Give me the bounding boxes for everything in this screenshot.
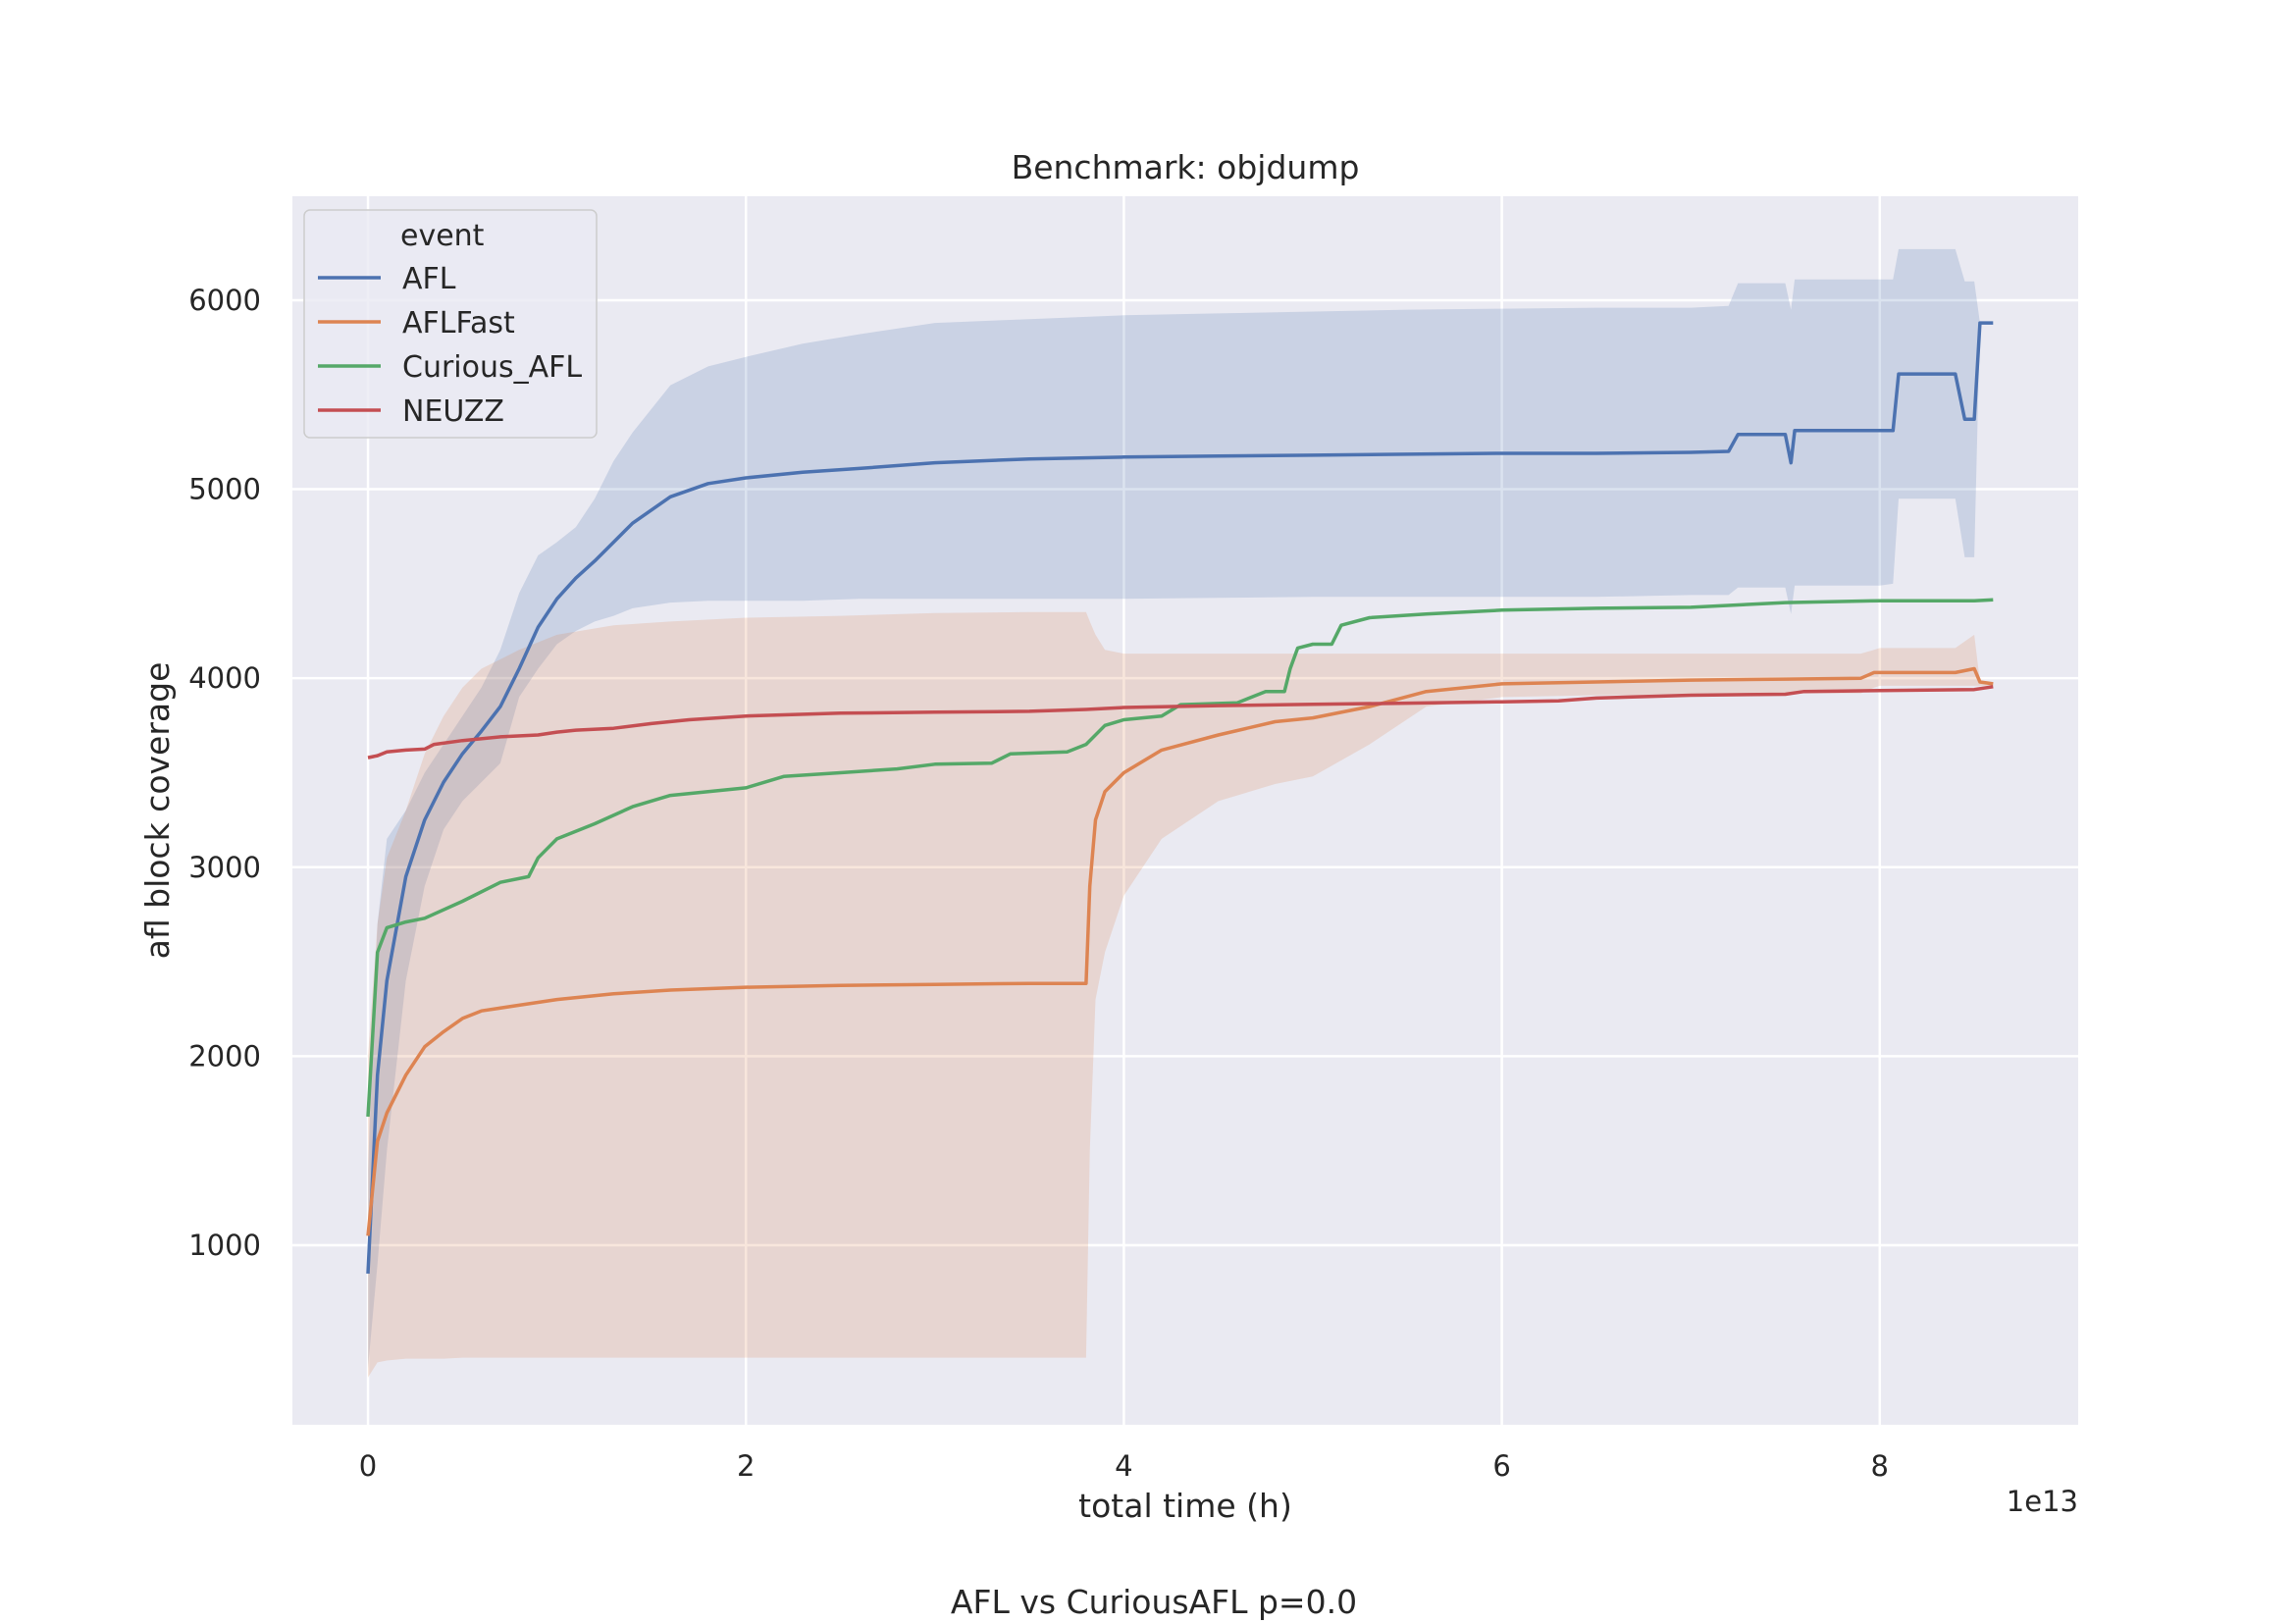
- legend: event AFL AFLFast Curious_AFL NEUZZ: [303, 209, 598, 439]
- y-axis-label: afl block coverage: [138, 662, 177, 960]
- y-tick-label: 2000: [188, 1039, 261, 1073]
- legend-entry-aflfast: AFLFast: [402, 306, 515, 340]
- y-tick-label: 6000: [188, 284, 261, 317]
- x-axis-ticks: 0 2 4 6 8: [359, 1449, 1889, 1483]
- legend-entry-curious-afl: Curious_AFL: [402, 350, 582, 385]
- x-tick-label: 8: [1871, 1449, 1889, 1483]
- y-tick-label: 5000: [188, 473, 261, 506]
- confidence-band-aflfast: [368, 611, 1994, 1378]
- y-axis-ticks: 1000 2000 3000 4000 5000 6000: [188, 284, 261, 1262]
- confidence-bands: [368, 248, 1994, 1378]
- confidence-band-afl: [368, 248, 1994, 1369]
- y-tick-label: 1000: [188, 1229, 261, 1262]
- y-tick-label: 4000: [188, 661, 261, 695]
- y-tick-label: 3000: [188, 851, 261, 884]
- legend-entry-afl: AFL: [402, 262, 456, 296]
- x-axis-label: total time (h): [1078, 1487, 1292, 1525]
- series-line-curious-afl: [366, 598, 1994, 1118]
- legend-entry-neuzz: NEUZZ: [402, 394, 504, 429]
- legend-box: [303, 209, 598, 439]
- x-tick-label: 4: [1115, 1449, 1132, 1483]
- chart-title: Benchmark: objdump: [1012, 148, 1360, 186]
- footer-text: AFL vs CuriousAFL p=0.0: [951, 1583, 1357, 1621]
- legend-title: event: [400, 219, 485, 253]
- x-axis-offset-label: 1e13: [2007, 1485, 2078, 1518]
- series-line-neuzz: [367, 685, 1994, 759]
- x-tick-label: 0: [359, 1449, 377, 1483]
- x-tick-label: 6: [1492, 1449, 1510, 1483]
- series-line-afl: [366, 321, 1994, 1274]
- x-tick-label: 2: [737, 1449, 755, 1483]
- series-lines: [366, 321, 1994, 1274]
- series-line-aflfast: [366, 666, 1994, 1236]
